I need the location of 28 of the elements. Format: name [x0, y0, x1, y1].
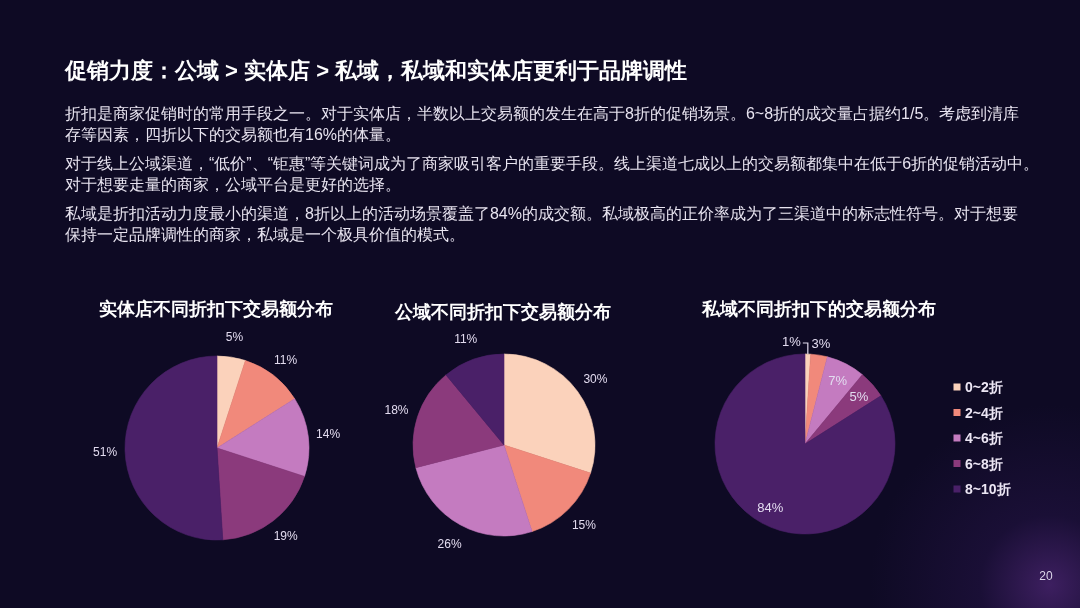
text: 促销力度：公域 > 实体店 > 私域，私域和实体店更利于品牌调性 — [64, 57, 688, 83]
data-label: 30% — [583, 371, 608, 386]
data-label: 18% — [384, 403, 409, 418]
text: 私域是折扣活动力度最小的渠道，8折以上的活动场景覆盖了84%的成交额。私域极高的正价率成为了三渠道中的标志性符号。对于想要保持一定品牌调性的商家，私域是一个极具价值的模式。 — [65, 204, 1018, 243]
data-label: 7% — [828, 372, 848, 388]
chart-title: 实体店不同折扣下交易额分布 — [99, 299, 333, 319]
data-label: 5% — [849, 388, 869, 404]
text: 折扣是商家促销时的常用手段之一。对于实体店，半数以上交易额的发生在高于8折的促销场景。6~8折的成交量占据约1/5。考虑到清库存等因素，四折以下的交易额也有16%的体量。 — [65, 104, 1020, 143]
data-label: 19% — [273, 529, 298, 544]
legend-label: 6~8折 — [965, 455, 1003, 472]
data-label: 51% — [93, 444, 118, 459]
chart-title: 私域不同折扣下的交易额分布 — [701, 299, 936, 319]
data-label: 26% — [437, 537, 462, 552]
legend-label: 4~6折 — [965, 430, 1003, 446]
legend-label: 0~2折 — [965, 379, 1003, 395]
text: 对于线上公域渠道，“低价”、“钜惠”等关键词成为了商家吸引客户的重要手段。线上渠道七成以上的交易额都集中在低于6折的促销活动中。对于想要走量的商家，公域平台是更好的选择。 — [65, 154, 1040, 193]
text: 20 — [1039, 569, 1053, 583]
legend-label: 2~4折 — [965, 404, 1003, 421]
data-label: 15% — [571, 517, 597, 532]
legend-label: 8~10折 — [965, 481, 1011, 497]
data-label: 14% — [316, 426, 341, 441]
data-label: 11% — [454, 331, 478, 346]
data-label: 3% — [811, 335, 831, 351]
data-label: 84% — [757, 499, 784, 515]
data-label: 1% — [782, 333, 802, 349]
data-label: 11% — [274, 352, 298, 367]
data-label: 5% — [225, 330, 244, 345]
chart-title: 公域不同折扣下交易额分布 — [394, 302, 611, 322]
